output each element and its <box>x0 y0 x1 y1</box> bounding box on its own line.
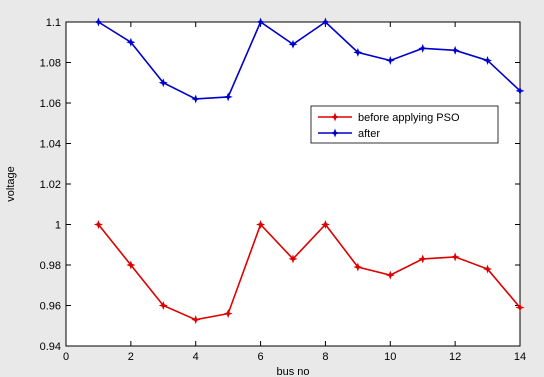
series-point-0 <box>515 303 525 313</box>
series-point-0 <box>418 254 428 264</box>
series-point-1 <box>418 43 428 53</box>
series-point-1 <box>93 17 103 27</box>
ticks: 0 2 4 6 8 10 12 14 0.94 0.96 0.98 1 1.02 1.04 1.06 1.08… <box>40 17 527 363</box>
series-point-0 <box>126 260 136 270</box>
series-point-0 <box>256 220 266 229</box>
series-point-1 <box>515 86 525 96</box>
x-tick-label: 2 <box>128 351 134 363</box>
series-point-1 <box>256 17 266 27</box>
legend-marker-0 <box>330 112 340 122</box>
series-point-0 <box>450 252 460 262</box>
x-axis-label: bus no <box>276 366 309 377</box>
series-point-1 <box>320 17 330 27</box>
series-point-0 <box>191 315 201 325</box>
series-point-1 <box>126 37 136 47</box>
series-line-0 <box>97 223 521 321</box>
series-layer <box>93 17 525 325</box>
x-tick-label: 14 <box>514 351 526 363</box>
series-point-1 <box>450 45 460 55</box>
series-point-0 <box>93 220 103 229</box>
series-point-1 <box>385 55 395 65</box>
series-point-0 <box>158 301 168 310</box>
series-line-1 <box>98 20 521 100</box>
x-tick-label: 6 <box>258 351 264 363</box>
legend-label-0: before applying PSO <box>358 112 460 124</box>
x-tick-label: 12 <box>449 351 461 363</box>
legend-entries: before applying PSO after <box>318 112 460 140</box>
y-tick-label: 1.06 <box>40 98 61 110</box>
series-point-0 <box>483 264 493 274</box>
y-tick-label: 1 <box>55 220 61 232</box>
y-tick-label: 1.04 <box>40 139 61 151</box>
series-point-1 <box>191 94 201 104</box>
y-axis-label: voltage <box>5 166 17 201</box>
series-point-1 <box>223 92 233 102</box>
series-point-0 <box>223 309 233 319</box>
y-tick-label: 1.02 <box>40 179 61 191</box>
series-point-1 <box>483 55 493 65</box>
x-tick-label: 8 <box>322 351 328 363</box>
y-tick-label: 0.94 <box>40 341 61 353</box>
y-tick-label: 0.96 <box>40 301 61 313</box>
series-point-1 <box>158 78 168 88</box>
series-point-0 <box>320 220 330 229</box>
x-tick-label: 10 <box>384 351 396 363</box>
x-tick-label: 0 <box>63 351 69 363</box>
plot-area <box>65 21 521 347</box>
legend-box <box>310 105 499 144</box>
series-point-0 <box>385 270 395 280</box>
series-point-0 <box>353 262 363 272</box>
series-point-1 <box>288 39 298 49</box>
y-tick-label: 0.98 <box>40 260 61 272</box>
legend: before applying PSO after <box>310 105 499 144</box>
series-point-1 <box>353 47 363 57</box>
legend-label-1: after <box>358 128 380 140</box>
legend-marker-1 <box>330 128 340 138</box>
y-tick-label: 1.1 <box>46 17 61 29</box>
y-tick-label: 1.08 <box>40 58 61 70</box>
series-point-0 <box>288 254 298 264</box>
x-tick-label: 4 <box>193 351 199 363</box>
